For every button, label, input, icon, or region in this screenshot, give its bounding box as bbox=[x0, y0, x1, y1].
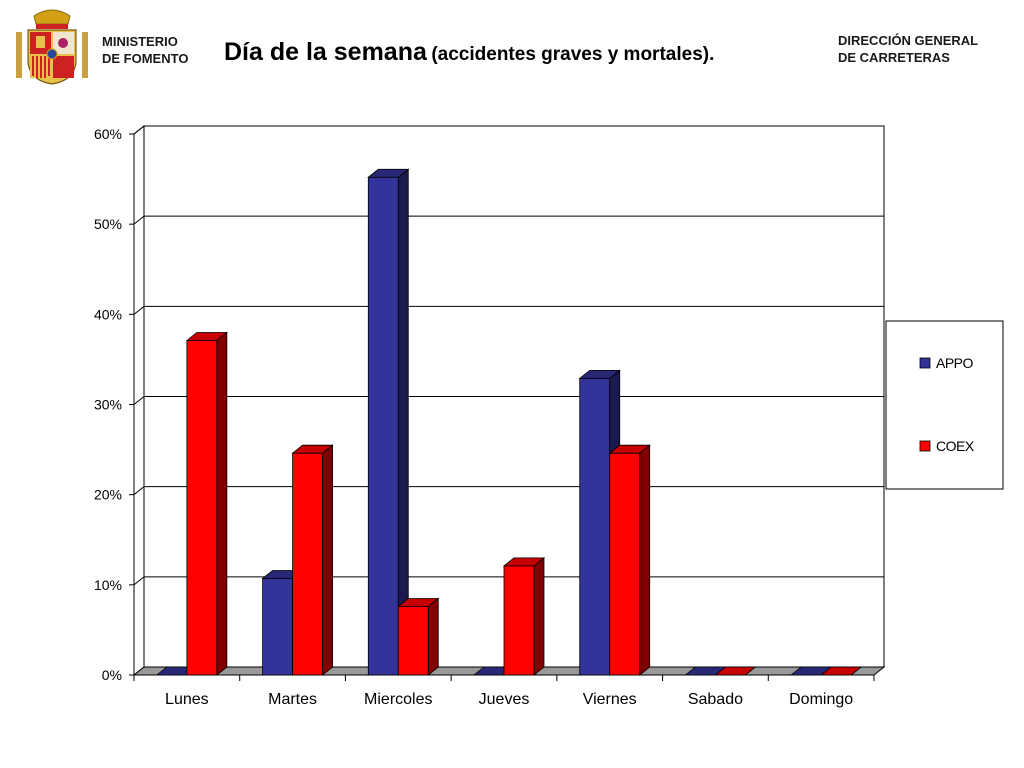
bar-appo bbox=[367, 176, 399, 676]
bar-appo bbox=[262, 578, 293, 676]
title-main: Día de la semana bbox=[224, 38, 427, 66]
bar-coex bbox=[292, 452, 323, 676]
bar-coex bbox=[186, 340, 218, 676]
directorate-line-2: DE CARRETERAS bbox=[838, 50, 950, 65]
gridline bbox=[133, 305, 884, 315]
y-tick-label: 20% bbox=[94, 487, 122, 503]
slide-header: MINISTERIO DE FOMENTO Día de la semana (… bbox=[0, 0, 1024, 110]
bar-coex bbox=[397, 606, 429, 676]
gridline bbox=[133, 396, 884, 405]
x-tick-label: Domingo bbox=[789, 691, 853, 708]
coat-of-arms-icon bbox=[16, 9, 88, 85]
x-tick-label: Lunes bbox=[165, 691, 209, 708]
x-tick-label: Sabado bbox=[688, 691, 743, 708]
ministry-line-2: DE FOMENTO bbox=[102, 51, 189, 66]
legend-swatch-appo bbox=[919, 357, 931, 369]
gridline bbox=[133, 215, 884, 225]
bar-side-coex bbox=[216, 331, 228, 676]
bar-side-coex bbox=[322, 444, 333, 676]
legend-label-coex: COEX bbox=[936, 438, 975, 454]
y-tick-label: 50% bbox=[94, 216, 122, 232]
bar-side-coex bbox=[639, 444, 651, 676]
y-tick-label: 40% bbox=[94, 306, 122, 322]
legend-label-appo: APPO bbox=[936, 355, 974, 371]
x-tick-label: Jueves bbox=[479, 691, 530, 708]
gridline bbox=[133, 125, 884, 135]
x-tick-label: Viernes bbox=[583, 691, 637, 708]
directorate-line-1: DIRECCIÓN GENERAL bbox=[838, 33, 979, 48]
bar-side-appo bbox=[397, 168, 409, 676]
y-tick-label: 30% bbox=[94, 397, 122, 413]
legend-box bbox=[885, 320, 1004, 490]
bar-appo bbox=[579, 377, 611, 676]
bar-side-coex bbox=[533, 557, 545, 676]
bar-side-coex bbox=[427, 597, 439, 676]
y-tick-label: 0% bbox=[102, 667, 122, 683]
x-tick-label: Miercoles bbox=[364, 691, 432, 708]
page-title: Día de la semana (accidentes graves y mo… bbox=[224, 38, 714, 67]
y-tick-label: 10% bbox=[94, 577, 122, 593]
bar-chart: 0% 10% 20% 30% 40% 50% 60% Lunes Martes Miercoles… bbox=[94, 124, 1004, 708]
bar-side-coex bbox=[850, 666, 862, 676]
bar-coex bbox=[503, 565, 535, 676]
bar-side-coex bbox=[745, 666, 756, 676]
bar-coex bbox=[609, 452, 641, 676]
ministry-label: MINISTERIO DE FOMENTO bbox=[102, 33, 188, 67]
y-tick-label: 60% bbox=[94, 126, 122, 142]
ministry-line-1: MINISTERIO bbox=[102, 34, 178, 49]
title-subtitle: (accidentes graves y mortales). bbox=[431, 44, 715, 65]
legend-swatch-coex bbox=[919, 440, 931, 452]
x-tick-label: Martes bbox=[268, 691, 317, 708]
directorate-label: DIRECCIÓN GENERAL DE CARRETERAS bbox=[838, 32, 978, 66]
